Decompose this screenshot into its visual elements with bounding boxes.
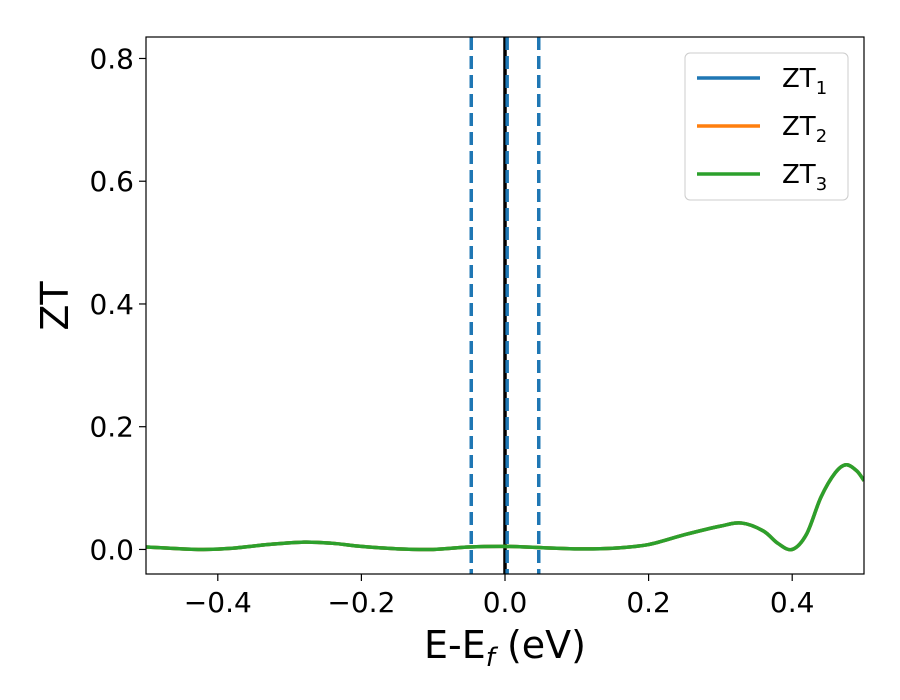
series-line-ZT3 <box>146 463 864 552</box>
y-tick-label: 0.2 <box>89 411 134 444</box>
y-axis-title: ZT <box>33 281 77 331</box>
y-tick-label: 0.0 <box>89 533 134 566</box>
y-axis-ticks: 0.0 0.2 0.4 0.6 0.8 <box>89 42 146 566</box>
series-lines <box>146 463 864 552</box>
x-axis-ticks: −0.4 −0.2 0.0 0.2 0.4 <box>184 574 815 619</box>
x-tick-label: −0.4 <box>184 586 252 619</box>
x-axis-title: E-Ef (eV) <box>424 623 586 673</box>
legend-label-ZT1: ZT1 <box>782 64 827 99</box>
legend-label-ZT3: ZT3 <box>782 160 827 195</box>
x-tick-label: 0.4 <box>770 586 815 619</box>
x-tick-label: −0.2 <box>327 586 395 619</box>
x-tick-label: 0.2 <box>626 586 671 619</box>
y-tick-label: 0.6 <box>89 165 134 198</box>
legend: ZT1 ZT2 ZT3 <box>684 52 849 201</box>
y-tick-label: 0.4 <box>89 288 134 321</box>
reference-lines <box>469 37 541 574</box>
legend-box <box>684 52 849 201</box>
y-tick-label: 0.8 <box>89 42 134 75</box>
x-tick-label: 0.0 <box>483 586 528 619</box>
legend-label-ZT2: ZT2 <box>782 112 827 147</box>
